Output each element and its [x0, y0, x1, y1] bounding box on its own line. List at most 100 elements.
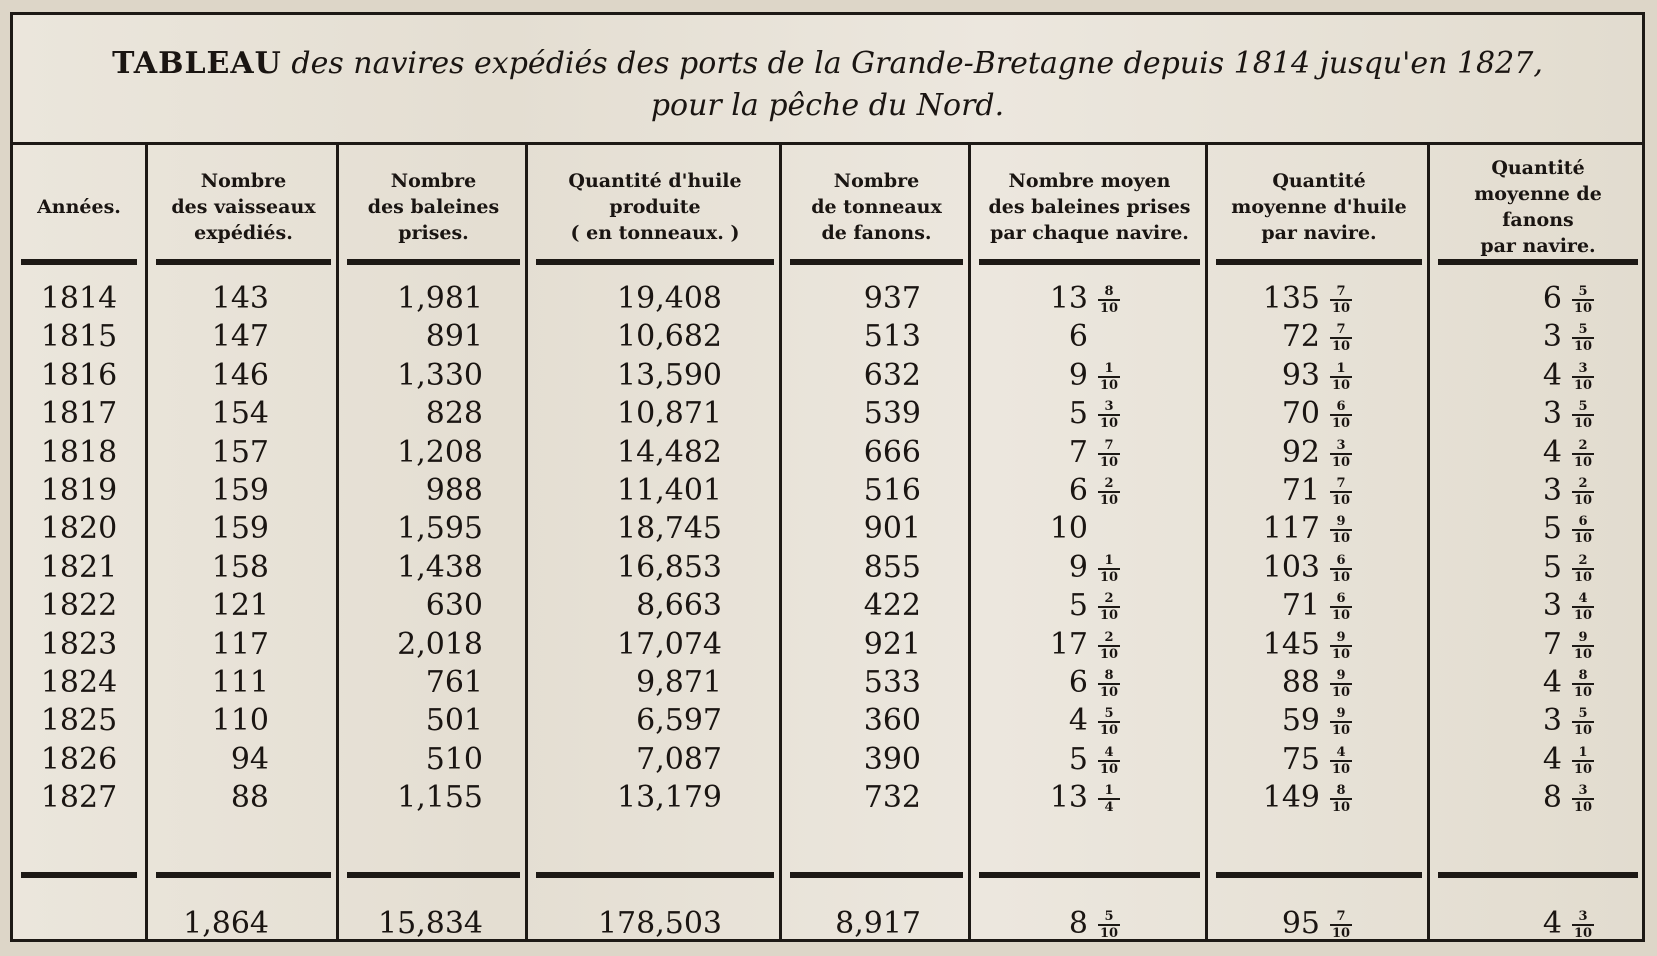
column-header-label: Nombre moyen des baleines prises par cha… — [988, 170, 1191, 244]
table-cell: 516 — [863, 472, 921, 508]
table-cell: 360 — [863, 703, 921, 739]
fraction: 5 10 — [1572, 400, 1594, 430]
fraction: 6 10 — [1330, 554, 1352, 584]
denominator: 10 — [1331, 416, 1351, 432]
table-cell: 8,663 — [636, 588, 722, 624]
table-cell: 761 — [425, 664, 483, 700]
denominator: 10 — [1331, 723, 1351, 739]
table-cell: 422 — [863, 588, 921, 624]
table-cell: 157 — [211, 434, 269, 470]
denominator: 10 — [1331, 646, 1351, 662]
column-header-label: Nombre de tonneaux de fanons. — [811, 170, 942, 244]
whole-part: 3 — [1542, 319, 1562, 355]
denominator: 10 — [1331, 492, 1351, 508]
table-cell: 10,871 — [617, 396, 722, 432]
whole-part: 103 — [1262, 549, 1320, 585]
column-ships-sent: Nombre des vaisseaux expédiés. 143 147 146 1… — [145, 145, 339, 941]
fraction: 8 10 — [1098, 285, 1120, 315]
denominator: 10 — [1573, 531, 1593, 547]
table-cell: 1816 — [40, 357, 118, 393]
whole-part: 13 — [1049, 780, 1088, 816]
table-cell: 17 2 10 — [971, 626, 1208, 664]
whole-part: 3 — [1542, 588, 1562, 624]
table-cell: 9 1 10 — [971, 357, 1208, 395]
fraction: 7 10 — [1098, 439, 1120, 469]
table-cell: 71 7 10 — [1208, 472, 1430, 510]
denominator: 10 — [1331, 684, 1351, 700]
whole-part: 8 — [1542, 780, 1562, 816]
fraction: 5 10 — [1572, 707, 1594, 737]
numerator: 6 — [1330, 592, 1352, 609]
fraction: 2 10 — [1098, 592, 1120, 622]
table-cell: 3 5 10 — [1430, 702, 1646, 740]
fraction: 1 10 — [1098, 362, 1120, 392]
table-cell: 6,597 — [636, 703, 722, 739]
fraction: 3 10 — [1572, 784, 1594, 814]
denominator: 10 — [1331, 800, 1351, 816]
whole-part: 3 — [1542, 703, 1562, 739]
table-cell: 3 4 10 — [1430, 587, 1646, 625]
whole-part: 9 — [1068, 357, 1088, 393]
table-cell: 117 — [211, 626, 269, 662]
table-cell: 5 2 10 — [971, 587, 1208, 625]
column-header: Années. — [21, 155, 137, 265]
fraction: 6 10 — [1330, 400, 1352, 430]
fraction: 3 10 — [1572, 362, 1594, 392]
title-line2: pour la pêche du Nord. — [650, 88, 1005, 123]
whole-part: 7 — [1068, 434, 1088, 470]
numerator: 1 — [1098, 784, 1120, 801]
numerator: 2 — [1572, 477, 1594, 493]
table-cell: 149 8 10 — [1208, 779, 1430, 817]
table-cell: 1821 — [40, 549, 118, 585]
total-rule — [1438, 872, 1638, 878]
table-cell: 159 — [211, 472, 269, 508]
table-cell: 855 — [863, 549, 921, 585]
table-cell: 59 9 10 — [1208, 702, 1430, 740]
fraction: 3 10 — [1572, 910, 1594, 940]
table-cell: 6 — [971, 318, 1208, 356]
table-cell: 513 — [863, 319, 921, 355]
whole-part: 4 — [1542, 741, 1562, 777]
table-cell: 4 3 10 — [1430, 357, 1646, 395]
table-cell: 135 7 10 — [1208, 280, 1430, 318]
table-cell: 5 3 10 — [971, 395, 1208, 433]
table-cell: 510 — [425, 741, 483, 777]
denominator: 10 — [1573, 800, 1593, 816]
table-cell: 7,087 — [636, 741, 722, 777]
whole-part: 8 — [1068, 906, 1088, 941]
numerator: 2 — [1098, 631, 1120, 647]
whole-part: 5 — [1068, 396, 1088, 432]
whole-part: 71 — [1281, 472, 1320, 508]
whole-part: 9 — [1068, 549, 1088, 585]
table-cell: 539 — [863, 396, 921, 432]
table-cell: 1,208 — [397, 434, 483, 470]
table-cell: 1822 — [40, 588, 118, 624]
table-cell: 18,745 — [617, 511, 722, 547]
numerator: 2 — [1098, 477, 1120, 493]
table-cell: 94 — [230, 741, 269, 777]
column-header: Quantité moyenne de fanons par navire. — [1438, 155, 1638, 265]
table-cell: 7 7 10 — [971, 434, 1208, 472]
fraction: 8 10 — [1098, 669, 1120, 699]
table-cell: 7 9 10 — [1430, 626, 1646, 664]
denominator: 10 — [1573, 761, 1593, 777]
numerator: 2 — [1572, 554, 1594, 570]
fraction: 8 10 — [1330, 784, 1352, 814]
table-cell: 3 5 10 — [1430, 395, 1646, 433]
table-cell: 110 — [211, 703, 269, 739]
numerator: 3 — [1572, 910, 1594, 926]
table-cell: 88 — [230, 780, 269, 816]
column-header: Quantité d'huile produite ( en tonneaux.… — [536, 155, 774, 265]
numerator: 3 — [1098, 400, 1120, 417]
table-cell: 70 6 10 — [1208, 395, 1430, 433]
table-body: Années. 1814 1815 1816 1817 1818 1819 1820 1821 1… — [13, 145, 1642, 941]
numerator: 3 — [1572, 784, 1594, 801]
table-cell: 1,330 — [397, 357, 483, 393]
total-cell: 95 7 10 — [1208, 905, 1430, 943]
numerator: 8 — [1330, 784, 1352, 801]
table-cell: 3 2 10 — [1430, 472, 1646, 510]
column-header: Nombre de tonneaux de fanons. — [790, 155, 963, 265]
fraction: 4 10 — [1098, 746, 1120, 776]
table-cell: 5 4 10 — [971, 741, 1208, 779]
